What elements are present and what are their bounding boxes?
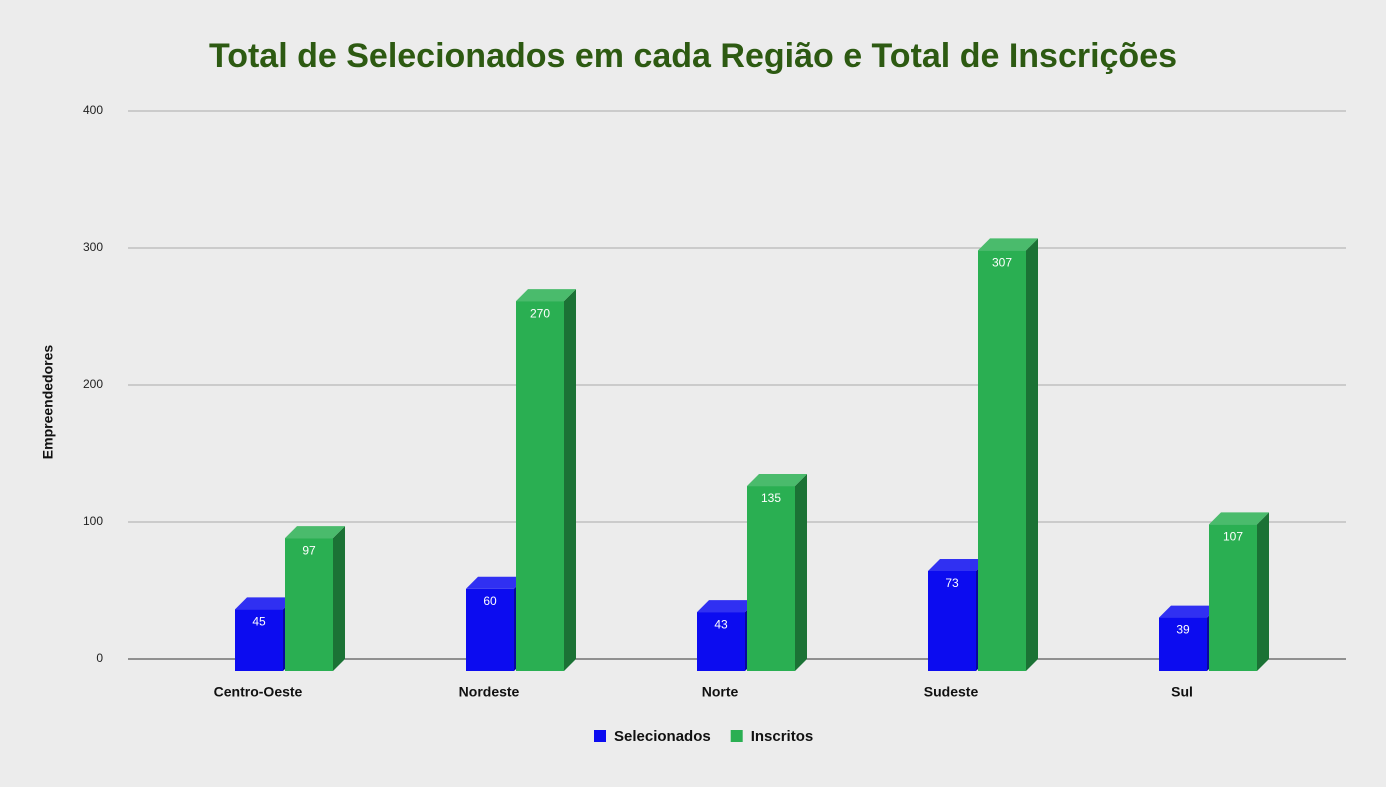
bar-top xyxy=(235,597,295,610)
legend-label: Inscritos xyxy=(751,728,814,745)
value-label: 43 xyxy=(714,617,728,631)
bar xyxy=(516,289,576,671)
bar-front xyxy=(1209,524,1257,671)
y-tick-label: 300 xyxy=(83,240,103,254)
y-tick-label: 200 xyxy=(83,377,103,391)
bar-front xyxy=(466,588,514,671)
bar-top xyxy=(516,289,576,302)
value-label: 60 xyxy=(483,594,497,608)
legend-swatch xyxy=(730,730,743,742)
value-label: 307 xyxy=(992,256,1012,270)
bar-front xyxy=(1159,617,1207,671)
bar-side xyxy=(1026,238,1038,671)
x-tick-label: Sul xyxy=(1171,684,1193,700)
bar-top xyxy=(1159,605,1219,618)
bar-top xyxy=(747,474,807,487)
bar-front xyxy=(747,486,795,671)
x-tick-label: Norte xyxy=(702,684,739,700)
bar-front xyxy=(235,609,283,671)
bar-front xyxy=(928,570,976,671)
bar-top xyxy=(285,526,345,539)
bar-top xyxy=(1209,512,1269,525)
y-tick-label: 100 xyxy=(83,514,103,528)
bar-top xyxy=(697,600,757,613)
value-label: 135 xyxy=(761,491,781,505)
bar-top xyxy=(978,238,1038,251)
bar-front xyxy=(978,250,1026,671)
x-tick-label: Centro-Oeste xyxy=(214,684,303,700)
bar-top xyxy=(466,576,526,589)
bar-side xyxy=(333,526,345,671)
y-axis-label: Empreendedores xyxy=(40,345,56,460)
bar-front xyxy=(285,538,333,671)
legend-swatch xyxy=(594,730,606,742)
legend-label: Selecionados xyxy=(614,728,711,745)
bar-side xyxy=(1257,512,1269,671)
value-label: 97 xyxy=(302,543,316,557)
bar-top xyxy=(928,558,988,571)
chart-title: Total de Selecionados em cada Região e T… xyxy=(209,37,1177,75)
x-tick-label: Sudeste xyxy=(924,684,979,700)
value-label: 73 xyxy=(945,576,959,590)
bar xyxy=(1209,512,1269,671)
bar-front xyxy=(697,612,745,671)
value-label: 39 xyxy=(1176,623,1190,637)
bar xyxy=(978,238,1038,671)
bar xyxy=(747,474,807,671)
value-label: 270 xyxy=(530,306,550,320)
value-label: 45 xyxy=(252,615,266,629)
x-tick-label: Nordeste xyxy=(459,684,520,700)
bar-side xyxy=(795,474,807,671)
y-tick-label: 400 xyxy=(83,103,103,117)
bar xyxy=(285,526,345,671)
bar-front xyxy=(516,301,564,671)
bar-side xyxy=(564,289,576,671)
value-label: 107 xyxy=(1223,530,1243,544)
y-tick-label: 0 xyxy=(96,651,103,665)
